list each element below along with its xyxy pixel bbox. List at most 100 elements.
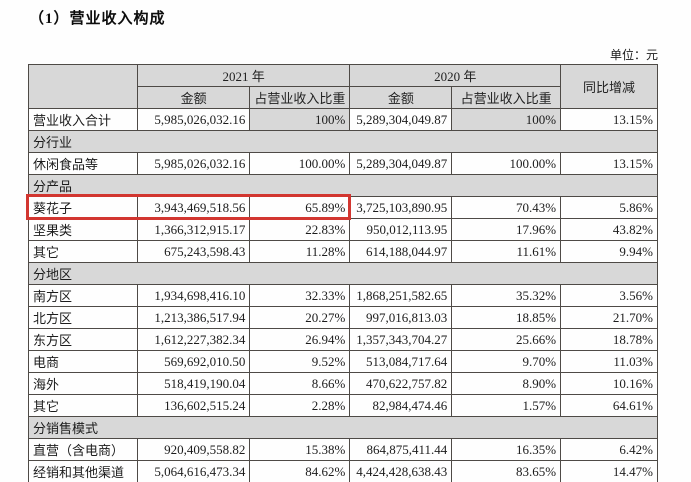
proportion-2021-cell: 65.89% xyxy=(249,196,351,219)
proportion-2021-cell: 32.33% xyxy=(249,284,351,307)
proportion-2020-cell: 18.85% xyxy=(451,306,562,329)
table-row: 直营（含电商） 920,409,558.82 15.38% 864,875,411.4… xyxy=(28,438,658,461)
yoy-cell: 5.86% xyxy=(560,196,658,219)
table-row: 其它 675,243,598.43 11.28% 614,188,044.97 11.6… xyxy=(28,240,658,263)
amount-2020-cell: 997,016,813.03 xyxy=(349,306,453,329)
amount-2020-cell: 1,357,343,704.27 xyxy=(349,328,453,351)
proportion-2020-cell: 83.65% xyxy=(451,460,562,482)
header-cell-year-2020: 2020 年 xyxy=(349,64,562,87)
table-row: 南方区 1,934,698,416.10 32.33% 1,868,251,582.6… xyxy=(28,284,658,307)
table-header-row-measures: 金额 占营业收入比重 金额 占营业收入比重 xyxy=(29,86,658,109)
table-row: 东方区 1,612,227,382.34 26.94% 1,357,343,704.2… xyxy=(28,328,658,351)
proportion-2021-cell: 8.66% xyxy=(249,372,351,395)
proportion-2020-cell: 25.66% xyxy=(451,328,562,351)
revenue-composition-table: 2021 年 2020 年 同比增减 金额 占营业收入比重 金额 占营业收入比重… xyxy=(28,64,658,482)
row-label-cell: 南方区 xyxy=(28,284,138,307)
amount-2021-cell: 1,213,386,517.94 xyxy=(136,306,251,329)
proportion-2021-cell: 15.38% xyxy=(249,438,351,461)
proportion-2020-cell: 16.35% xyxy=(451,438,562,461)
amount-2020-cell: 864,875,411.44 xyxy=(349,438,453,461)
proportion-2020-cell: 9.70% xyxy=(451,350,562,373)
proportion-2021-cell: 9.52% xyxy=(249,350,351,373)
amount-2021-cell: 675,243,598.43 xyxy=(136,240,251,263)
row-label-cell: 经销和其他渠道 xyxy=(28,460,138,482)
proportion-2020-cell: 17.96% xyxy=(451,218,562,241)
amount-2020-cell: 4,424,428,638.43 xyxy=(349,460,453,482)
proportion-2021-cell: 84.62% xyxy=(249,460,351,482)
proportion-2020-cell: 35.32% xyxy=(451,284,562,307)
table-row: 电商 569,692,010.50 9.52% 513,084,717.64 9.70%… xyxy=(28,350,658,373)
table-row: 海外 518,419,190.04 8.66% 470,622,757.82 8.90%… xyxy=(28,372,658,395)
row-label-cell: 其它 xyxy=(28,240,138,263)
row-label-cell: 坚果类 xyxy=(28,218,138,241)
proportion-2020-cell: 100% xyxy=(451,108,562,131)
proportion-2020-cell: 100.00% xyxy=(451,152,562,175)
revenue-composition-table-wrap: 2021 年 2020 年 同比增减 金额 占营业收入比重 金额 占营业收入比重… xyxy=(25,64,658,482)
table-row: 休闲食品等 5,985,026,032.16 100.00% 5,289,304,04… xyxy=(28,152,658,175)
proportion-2020-cell: 70.43% xyxy=(451,196,562,219)
row-label-cell: 其它 xyxy=(28,394,138,417)
yoy-cell: 14.47% xyxy=(560,460,658,482)
section-row-label: 分地区 xyxy=(28,262,658,285)
header-cell-yoy: 同比增减 xyxy=(560,64,658,109)
table-row: 经销和其他渠道 5,064,616,473.34 84.62% 4,424,428,6… xyxy=(28,460,658,482)
yoy-cell: 64.61% xyxy=(560,394,658,417)
row-label-cell: 海外 xyxy=(28,372,138,395)
amount-2020-cell: 5,289,304,049.87 xyxy=(349,152,453,175)
table-row: 营业收入合计 5,985,026,032.16 100% 5,289,304,049.… xyxy=(28,108,658,131)
row-label-cell: 北方区 xyxy=(28,306,138,329)
yoy-cell: 9.94% xyxy=(560,240,658,263)
proportion-2021-cell: 100.00% xyxy=(249,152,351,175)
unit-label: 单位：元 xyxy=(609,48,658,62)
proportion-2021-cell: 2.28% xyxy=(249,394,351,417)
header-cell-proportion-2021: 占营业收入比重 xyxy=(249,86,351,109)
amount-2021-cell: 1,934,698,416.10 xyxy=(136,284,251,307)
amount-2021-cell: 1,366,312,915.17 xyxy=(136,218,251,241)
amount-2021-cell: 5,985,026,032.16 xyxy=(136,152,251,175)
row-label-cell: 休闲食品等 xyxy=(28,152,138,175)
amount-2020-cell: 1,868,251,582.65 xyxy=(349,284,453,307)
proportion-2021-cell: 11.28% xyxy=(249,240,351,263)
amount-2021-cell: 920,409,558.82 xyxy=(136,438,251,461)
section-row-label: 分行业 xyxy=(28,130,658,153)
header-cell-empty xyxy=(28,64,138,109)
section-row: 分销售模式 xyxy=(28,416,658,439)
amount-2020-cell: 513,084,717.64 xyxy=(349,350,453,373)
table-row: 坚果类 1,366,312,915.17 22.83% 950,012,113.95 1… xyxy=(28,218,658,241)
amount-2021-cell: 5,064,616,473.34 xyxy=(136,460,251,482)
table-header-row-years: 2021 年 2020 年 同比增减 xyxy=(28,64,658,109)
row-label-cell: 东方区 xyxy=(28,328,138,351)
yoy-cell: 10.16% xyxy=(560,372,658,395)
amount-2020-cell: 5,289,304,049.87 xyxy=(349,108,453,131)
proportion-2021-cell: 20.27% xyxy=(249,306,351,329)
section-row: 分行业 xyxy=(28,130,658,153)
amount-2020-cell: 614,188,044.97 xyxy=(349,240,453,263)
yoy-cell: 18.78% xyxy=(560,328,658,351)
section-row-label: 分销售模式 xyxy=(28,416,658,439)
yoy-cell: 11.03% xyxy=(560,350,658,373)
amount-2021-cell: 5,985,026,032.16 xyxy=(136,108,251,131)
proportion-2021-cell: 100% xyxy=(249,108,351,131)
row-label-cell: 营业收入合计 xyxy=(28,108,138,131)
proportion-2020-cell: 1.57% xyxy=(451,394,562,417)
amount-2021-cell: 569,692,010.50 xyxy=(136,350,251,373)
table-row: 葵花子 3,943,469,518.56 65.89% 3,725,103,890.9… xyxy=(28,196,658,219)
amount-2021-cell: 1,612,227,382.34 xyxy=(136,328,251,351)
amount-2021-cell: 136,602,515.24 xyxy=(136,394,251,417)
proportion-2020-cell: 11.61% xyxy=(451,240,562,263)
section-row: 分地区 xyxy=(28,262,658,285)
amount-2020-cell: 3,725,103,890.95 xyxy=(349,196,453,219)
page-title: （1）营业收入构成 xyxy=(29,11,166,27)
yoy-cell: 13.15% xyxy=(560,108,658,131)
amount-2021-cell: 518,419,190.04 xyxy=(136,372,251,395)
row-label-cell: 直营（含电商） xyxy=(28,438,138,461)
header-cell-proportion-2020: 占营业收入比重 xyxy=(451,86,562,109)
yoy-cell: 43.82% xyxy=(560,218,658,241)
row-label-cell: 葵花子 xyxy=(28,196,138,219)
amount-2021-cell: 3,943,469,518.56 xyxy=(136,196,251,219)
amount-2020-cell: 950,012,113.95 xyxy=(349,218,453,241)
header-cell-amount-2021: 金额 xyxy=(136,86,251,109)
yoy-cell: 21.70% xyxy=(560,306,658,329)
amount-2020-cell: 82,984,474.46 xyxy=(349,394,453,417)
header-cell-amount-2020: 金额 xyxy=(349,86,453,109)
